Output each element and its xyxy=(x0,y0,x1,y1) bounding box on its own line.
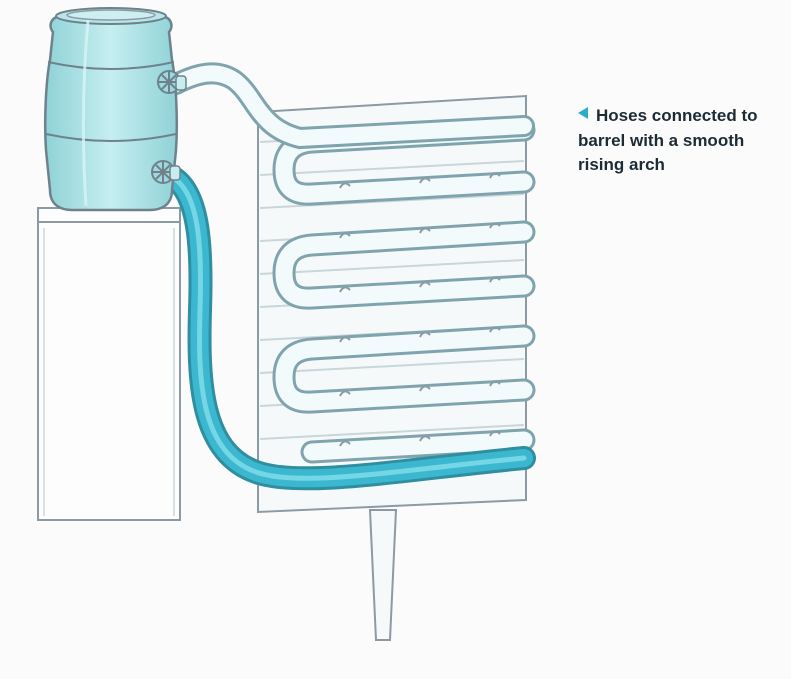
caption: Hoses connected to barrel with a smooth … xyxy=(578,104,768,178)
stand xyxy=(38,208,180,520)
caret-left-icon xyxy=(578,107,588,119)
diagram-stage: Hoses connected to barrel with a smooth … xyxy=(0,0,791,679)
diagram-svg xyxy=(0,0,791,679)
caption-text: Hoses connected to barrel with a smooth … xyxy=(578,106,758,174)
